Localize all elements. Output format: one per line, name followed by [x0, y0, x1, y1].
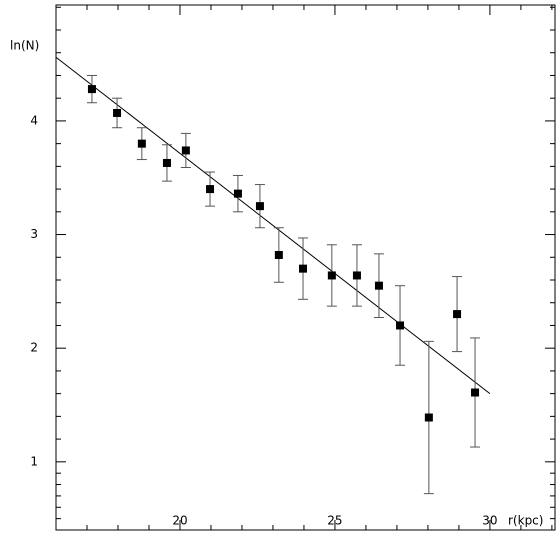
point	[299, 264, 308, 273]
plot-frame	[55, 4, 556, 531]
point	[162, 158, 171, 167]
point	[274, 251, 283, 259]
point	[453, 310, 462, 319]
point	[471, 388, 480, 397]
x-tick-label: 25	[327, 514, 342, 528]
point	[327, 271, 336, 280]
y-tick-label: 2	[30, 341, 38, 355]
fit-line	[55, 56, 491, 395]
point	[87, 85, 96, 94]
point	[113, 108, 122, 117]
x-tick-label: 20	[172, 514, 187, 528]
y-tick-label: 4	[30, 113, 38, 127]
y-tick-label: 3	[30, 227, 38, 241]
point	[137, 139, 146, 148]
point	[255, 202, 264, 211]
point	[352, 271, 361, 280]
y-axis-label: ln(N)	[10, 39, 39, 53]
point	[424, 413, 433, 422]
point	[206, 185, 215, 194]
x-tick-label: 30	[482, 514, 497, 528]
point	[233, 189, 242, 198]
point	[374, 281, 383, 290]
y-tick-label: 1	[30, 454, 38, 468]
x-axis-label: r(kpc)	[508, 514, 543, 528]
point	[181, 146, 190, 155]
point	[396, 321, 405, 330]
